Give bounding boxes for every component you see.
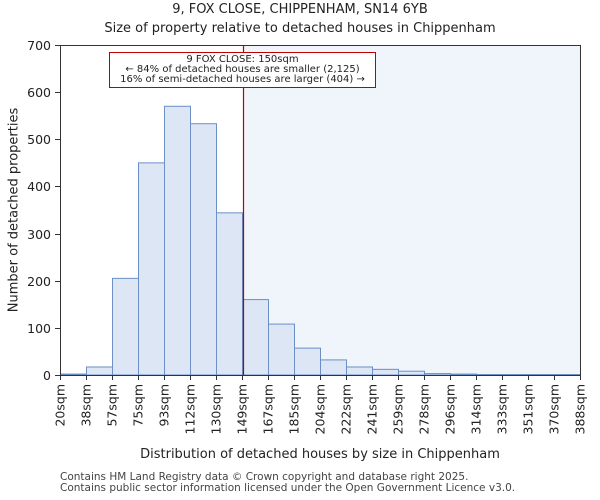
x-tick-label: 93sqm	[157, 384, 172, 427]
histogram-bar	[164, 105, 191, 376]
x-tick-label: 112sqm	[183, 384, 198, 434]
chart-title-subtitle: Size of property relative to detached ho…	[104, 21, 496, 36]
y-axis-label: Number of detached properties	[7, 108, 22, 313]
histogram-bar	[320, 359, 347, 376]
histogram-bar	[346, 366, 373, 376]
y-tick-label: 100	[27, 321, 51, 336]
histogram-bar	[372, 368, 399, 376]
x-tick-label: 351sqm	[521, 384, 536, 434]
annotation-box: 9 FOX CLOSE: 150sqm ← 84% of detached ho…	[109, 52, 376, 88]
x-tick-label: 149sqm	[235, 384, 250, 434]
histogram-bar	[112, 277, 139, 376]
annotation-border	[109, 52, 376, 88]
y-tick-label: 200	[27, 274, 51, 289]
y-tick-label: 0	[43, 368, 51, 383]
histogram-bar	[398, 370, 425, 376]
x-tick-label: 278sqm	[417, 384, 432, 434]
x-tick-label: 241sqm	[365, 384, 380, 434]
x-tick-label: 314sqm	[469, 384, 484, 434]
footer-attribution: Contains HM Land Registry data © Crown c…	[60, 472, 515, 494]
x-tick-label: 222sqm	[339, 384, 354, 434]
histogram-bar	[190, 123, 217, 376]
y-axis-ticks: 0 100 200 300 400 500 600 700	[27, 38, 60, 383]
x-axis-label: Distribution of detached houses by size …	[140, 447, 500, 462]
annotation-line-property: 9 FOX CLOSE: 150sqm	[186, 54, 298, 65]
annotation-line-larger: 16% of semi-detached houses are larger (…	[120, 74, 365, 85]
bar-group	[60, 105, 581, 376]
y-tick-label: 600	[27, 85, 51, 100]
histogram-bar	[216, 212, 243, 376]
x-tick-label: 167sqm	[261, 384, 276, 434]
y-tick-label: 500	[27, 132, 51, 147]
x-tick-label: 388sqm	[573, 384, 588, 434]
x-tick-label: 130sqm	[209, 384, 224, 434]
footer-land-registry: Contains HM Land Registry data © Crown c…	[60, 471, 469, 483]
larger-region-highlight	[243, 45, 580, 375]
x-axis-ticks: 20sqm 38sqm 57sqm 75sqm 93sqm 112sqm 130sqm 149…	[53, 375, 588, 434]
y-tick-label: 400	[27, 179, 51, 194]
x-tick-label: 185sqm	[287, 384, 302, 434]
chart-title: 9, FOX CLOSE, CHIPPENHAM, SN14 6YB Size …	[0, 0, 600, 38]
x-tick-label: 370sqm	[547, 384, 562, 434]
y-tick-label: 300	[27, 227, 51, 242]
histogram-bar	[86, 366, 113, 376]
x-tick-label: 20sqm	[53, 384, 68, 427]
histogram-bar	[450, 373, 477, 376]
x-tick-label: 204sqm	[313, 384, 328, 434]
chart-title-address: 9, FOX CLOSE, CHIPPENHAM, SN14 6YB	[172, 2, 428, 17]
histogram-bar	[242, 299, 269, 376]
histogram-bar	[60, 373, 87, 376]
histogram-bar	[424, 373, 451, 376]
x-tick-label: 259sqm	[391, 384, 406, 434]
histogram-bar	[138, 162, 165, 376]
annotation-line-smaller: ← 84% of detached houses are smaller (2,…	[125, 64, 359, 75]
x-tick-label: 57sqm	[105, 384, 120, 427]
x-tick-label: 38sqm	[79, 384, 94, 427]
histogram-bar	[294, 347, 321, 376]
x-tick-label: 333sqm	[495, 384, 510, 434]
y-tick-label: 700	[27, 38, 51, 53]
x-tick-label: 75sqm	[131, 384, 146, 427]
footer-licence: Contains public sector information licen…	[60, 482, 516, 494]
histogram-bar	[268, 323, 295, 376]
x-tick-label: 296sqm	[443, 384, 458, 434]
